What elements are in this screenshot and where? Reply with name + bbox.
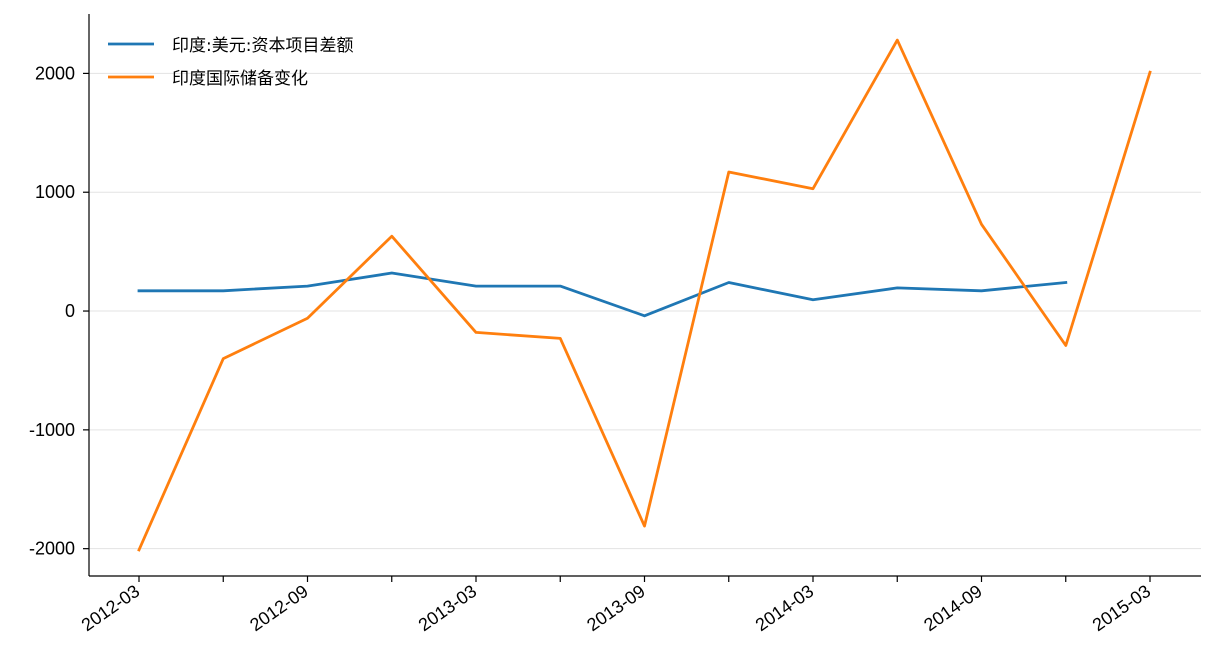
legend-label: 印度:美元:资本项目差额 [172,36,353,56]
x-tick-label: 2015-03 [1089,581,1155,635]
y-tick-label: -2000 [29,539,75,559]
x-tick-label: 2012-03 [78,581,144,635]
x-tick-label: 2012-09 [246,581,312,635]
grid-lines [89,72,1201,550]
axes [88,14,1201,577]
x-tick-label: 2013-09 [583,581,649,635]
x-ticks: 2012-03 2012-09 2013-03 2013-09 2014-03 2014-… [78,576,1155,635]
y-tick-label: -1000 [29,420,75,440]
x-tick-label: 2013-03 [415,581,481,635]
y-tick-label: 2000 [35,63,75,83]
series-line-1 [137,271,1068,318]
series-layer [137,38,1152,552]
x-tick-label: 2014-03 [752,581,818,635]
y-tick-label: 0 [65,301,75,321]
series-line-2 [137,38,1152,552]
y-ticks: -2000 -1000 0 1000 2000 [29,63,89,559]
legend-label: 印度国际储备变化 [172,69,308,89]
x-tick-label: 2014-09 [920,581,986,635]
y-tick-label: 1000 [35,182,75,202]
